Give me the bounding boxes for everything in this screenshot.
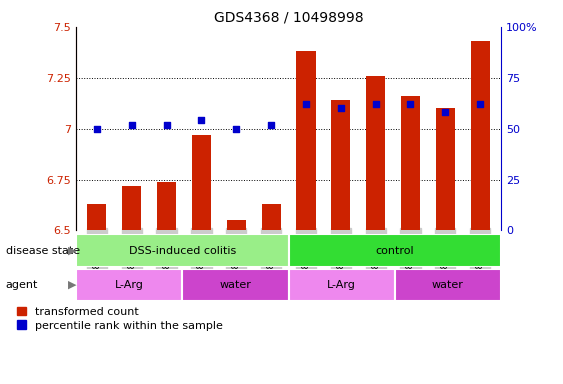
Bar <box>289 269 395 301</box>
Point <box>406 101 415 107</box>
Bar <box>366 76 385 230</box>
Point <box>441 109 450 116</box>
Text: L-Arg: L-Arg <box>115 280 144 290</box>
Text: ▶: ▶ <box>68 245 76 256</box>
Bar <box>87 204 106 230</box>
Bar <box>157 182 176 230</box>
Legend: transformed count, percentile rank within the sample: transformed count, percentile rank withi… <box>17 307 222 331</box>
Point <box>371 101 380 107</box>
Text: control: control <box>376 245 414 256</box>
Bar <box>436 108 455 230</box>
Bar <box>395 269 501 301</box>
Bar <box>76 234 289 267</box>
Bar <box>289 234 501 267</box>
Text: agent: agent <box>6 280 38 290</box>
Bar <box>331 100 350 230</box>
Bar <box>227 220 246 230</box>
Bar <box>76 269 182 301</box>
Text: L-Arg: L-Arg <box>327 280 356 290</box>
Text: water: water <box>432 280 464 290</box>
Point <box>197 118 206 124</box>
Bar <box>262 204 281 230</box>
Point <box>301 101 310 107</box>
Point <box>336 105 345 111</box>
Text: water: water <box>220 280 251 290</box>
Point <box>476 101 485 107</box>
Text: ▶: ▶ <box>68 280 76 290</box>
Bar <box>192 135 211 230</box>
Point <box>92 126 101 132</box>
Point <box>162 121 171 127</box>
Text: disease state: disease state <box>6 245 80 256</box>
Bar <box>122 185 141 230</box>
Point <box>232 126 241 132</box>
Point <box>267 121 276 127</box>
Bar <box>296 51 315 230</box>
Text: DSS-induced colitis: DSS-induced colitis <box>129 245 236 256</box>
Bar <box>471 41 490 230</box>
Bar <box>401 96 420 230</box>
Point <box>127 121 136 127</box>
Bar <box>182 269 289 301</box>
Title: GDS4368 / 10498998: GDS4368 / 10498998 <box>214 10 363 24</box>
